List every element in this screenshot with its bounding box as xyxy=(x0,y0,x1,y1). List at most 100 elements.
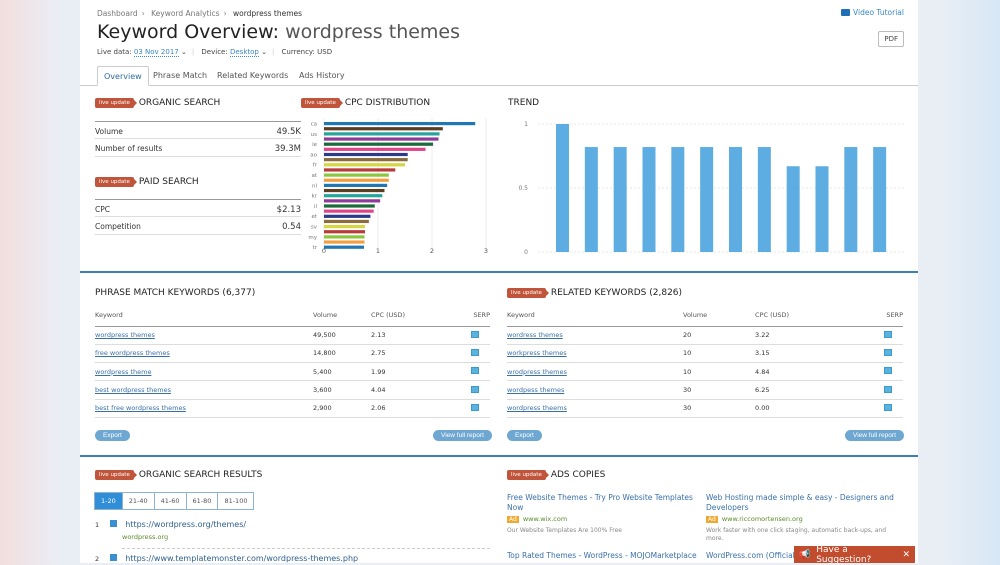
related-view-full-report-button[interactable]: View full report xyxy=(845,430,904,441)
volume-cell: 30 xyxy=(683,399,755,418)
serp-icon[interactable] xyxy=(471,348,479,356)
serp-icon[interactable] xyxy=(884,330,892,338)
y-tick-label: us xyxy=(311,132,317,138)
volume-cell: 14,800 xyxy=(313,344,371,364)
serp-icon[interactable] xyxy=(884,385,892,393)
related-keywords-heading: live update RELATED KEYWORDS (2,826) xyxy=(507,288,682,298)
phrase-view-full-report-button[interactable]: View full report xyxy=(433,430,492,441)
ad-url: www.riccomortensen.org xyxy=(721,515,803,523)
external-link-icon[interactable] xyxy=(109,520,117,527)
ads-copies-heading: live update ADS COPIES xyxy=(507,470,605,480)
keyword-link[interactable]: best free wordpress themes xyxy=(95,404,186,413)
title-keyword: wordpress themes xyxy=(285,21,461,43)
ad-title[interactable]: Top Rated Themes - WordPress - MOJOMarke… xyxy=(507,551,697,560)
stat-row: Competition 0.54 xyxy=(95,217,301,235)
trend-title: TREND xyxy=(508,98,540,108)
cpc-bar xyxy=(324,183,388,187)
related-export-button[interactable]: Export xyxy=(507,430,542,441)
trend-bar xyxy=(844,147,858,252)
keyword-link[interactable]: wordpress theme xyxy=(95,367,152,376)
device-select[interactable]: Desktop xyxy=(229,48,259,57)
serp-icon[interactable] xyxy=(884,367,892,375)
serp-icon[interactable] xyxy=(471,367,479,375)
keyword-link[interactable]: wordress themes xyxy=(507,331,563,340)
cpc-bar xyxy=(324,209,374,213)
serp-icon[interactable] xyxy=(884,403,892,411)
y-tick-label: il xyxy=(314,204,318,210)
table-row: wrodpress themes 10 4.84 xyxy=(507,362,903,382)
organic-search-heading: live update ORGANIC SEARCH xyxy=(95,98,220,108)
tab-ads-history[interactable]: Ads History xyxy=(299,71,345,80)
volume-cell: 3,600 xyxy=(313,380,371,400)
trend-bar xyxy=(757,147,771,252)
tab-related-keywords[interactable]: Related Keywords xyxy=(217,71,289,80)
keyword-link[interactable]: wordpess themes xyxy=(507,386,565,395)
page-61-80[interactable]: 61-80 xyxy=(185,492,219,510)
page-1-20[interactable]: 1-20 xyxy=(94,492,123,510)
cpc-cell: 2.75 xyxy=(371,344,460,364)
table-row: wordress themes 20 3.22 xyxy=(507,326,903,345)
cpc-distribution-chart: 0 1 2 3 ca us ie ao fr at nl kr il et sv my tr xyxy=(308,118,488,255)
keyword-link[interactable]: wordpress themes xyxy=(95,331,155,340)
cpc-cell: 2.06 xyxy=(371,399,460,418)
page-21-40[interactable]: 21-40 xyxy=(121,492,155,510)
trend-bar xyxy=(556,124,569,252)
phrase-export-button[interactable]: Export xyxy=(95,430,130,441)
suggestion-button[interactable]: 📢 Have a Suggestion? ✕ xyxy=(794,545,915,565)
cpc-distribution-title: CPC DISTRIBUTION xyxy=(344,98,431,108)
live-update-badge: live update xyxy=(301,98,343,108)
close-icon[interactable]: ✕ xyxy=(902,549,910,560)
volume-cell: 49,500 xyxy=(313,326,371,345)
stat-row: Volume 49.5K xyxy=(95,121,301,139)
keyword-link[interactable]: best wordpress themes xyxy=(95,386,171,395)
cpc-bar xyxy=(324,199,381,203)
y-tick-label: 1 xyxy=(524,121,528,128)
serp-icon[interactable] xyxy=(884,348,892,356)
col-keyword[interactable]: Keyword xyxy=(95,305,313,327)
stat-label: Competition xyxy=(95,222,141,231)
col-cpc[interactable]: CPC (USD) xyxy=(755,305,873,327)
keyword-cell: workpress themes xyxy=(507,344,683,364)
keyword-link[interactable]: workpress themes xyxy=(507,349,567,358)
stat-label: CPC xyxy=(95,205,110,214)
tab-bar: Overview Phrase Match Related Keywords A… xyxy=(80,66,918,86)
col-keyword[interactable]: Keyword xyxy=(507,305,683,327)
breadcrumb-keyword-analytics[interactable]: Keyword Analytics xyxy=(151,9,220,18)
page-41-60[interactable]: 41-60 xyxy=(153,492,187,510)
table-row: best free wordpress themes 2,900 2.06 xyxy=(95,399,490,418)
ad-title[interactable]: Web Hosting made simple & easy - Designe… xyxy=(706,493,894,512)
ad-title[interactable]: Free Website Themes - Try Pro Website Te… xyxy=(507,493,693,512)
keyword-link[interactable]: wordpress theems xyxy=(507,404,567,413)
table-row: best wordpress themes 3,600 4.04 xyxy=(95,380,490,400)
keyword-cell: best free wordpress themes xyxy=(95,399,313,418)
stat-value: $2.13 xyxy=(276,205,301,215)
breadcrumb-dashboard[interactable]: Dashboard xyxy=(97,9,138,18)
page-81-100[interactable]: 81-100 xyxy=(217,492,255,510)
meta-bar: Live data: 03 Nov 2017 ⌄ | Device: Deskto… xyxy=(97,48,333,57)
y-tick-label: ca xyxy=(311,122,317,128)
video-tutorial-link[interactable]: Video Tutorial xyxy=(841,8,904,17)
tab-phrase-match[interactable]: Phrase Match xyxy=(153,71,208,80)
cpc-distribution-heading: live update CPC DISTRIBUTION xyxy=(301,98,430,108)
stat-label: Number of results xyxy=(95,144,163,153)
x-tick-label: 0 xyxy=(322,247,326,255)
external-link-icon[interactable] xyxy=(109,554,117,561)
date-select[interactable]: 03 Nov 2017 xyxy=(133,48,179,57)
col-cpc[interactable]: CPC (USD) xyxy=(371,305,460,327)
serp-icon[interactable] xyxy=(471,330,479,338)
volume-cell: 20 xyxy=(683,326,755,345)
cpc-bar xyxy=(324,225,366,229)
serp-icon[interactable] xyxy=(471,403,479,411)
pdf-button[interactable]: PDF xyxy=(878,31,904,47)
result-url[interactable]: https://wordpress.org/themes/ xyxy=(125,520,247,529)
col-volume[interactable]: Volume xyxy=(683,305,755,327)
cpc-cell: 6.25 xyxy=(755,380,873,400)
result-url[interactable]: https://www.templatemonster.com/wordpres… xyxy=(125,554,359,563)
tab-overview[interactable]: Overview xyxy=(97,66,149,86)
keyword-link[interactable]: free wordpress themes xyxy=(95,349,170,358)
cpc-bar xyxy=(324,152,408,157)
col-volume[interactable]: Volume xyxy=(313,305,371,327)
ad-title[interactable]: WordPress.com (Official xyxy=(706,551,795,560)
serp-icon[interactable] xyxy=(471,385,479,393)
keyword-link[interactable]: wrodpress themes xyxy=(507,367,567,376)
